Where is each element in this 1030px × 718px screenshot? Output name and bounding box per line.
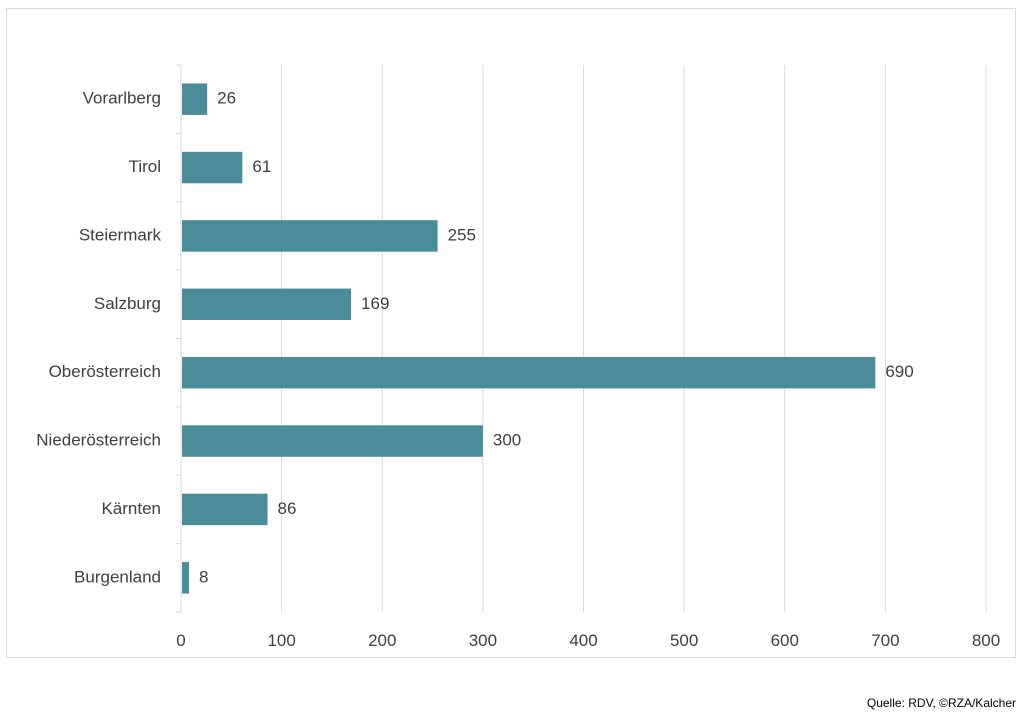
chart-frame xyxy=(6,8,1016,658)
category-label-Steiermark: Steiermark xyxy=(79,225,162,244)
data-label-Vorarlberg: 26 xyxy=(217,89,236,108)
x-tick-label-800: 800 xyxy=(972,631,1000,650)
bar-Kärnten xyxy=(182,493,268,526)
data-label-Burgenland: 8 xyxy=(199,567,208,586)
x-tick-label-200: 200 xyxy=(368,631,396,650)
data-label-Tirol: 61 xyxy=(252,157,271,176)
data-label-Oberösterreich: 690 xyxy=(885,362,913,381)
data-label-Kärnten: 86 xyxy=(278,499,297,518)
bar-Steiermark xyxy=(182,220,438,252)
category-label-Oberösterreich: Oberösterreich xyxy=(49,362,161,381)
x-tick-label-600: 600 xyxy=(771,631,799,650)
data-label-Salzburg: 169 xyxy=(361,294,389,313)
x-tick-label-300: 300 xyxy=(469,631,497,650)
source-note: Quelle: RDV, ©RZA/Kalcher xyxy=(866,696,1016,710)
bar-Tirol xyxy=(182,151,243,184)
bar-Niederösterreich xyxy=(182,425,483,457)
bar-Burgenland xyxy=(182,562,190,594)
data-label-Niederösterreich: 300 xyxy=(493,431,521,450)
category-label-Vorarlberg: Vorarlberg xyxy=(83,89,161,108)
x-tick-label-700: 700 xyxy=(871,631,899,650)
category-label-Niederösterreich: Niederösterreich xyxy=(36,431,161,450)
category-label-Kärnten: Kärnten xyxy=(101,499,161,518)
category-label-Burgenland: Burgenland xyxy=(74,567,161,586)
bar-Oberösterreich xyxy=(182,356,876,389)
category-label-Salzburg: Salzburg xyxy=(94,294,161,313)
x-tick-label-0: 0 xyxy=(176,631,185,650)
bar-Salzburg xyxy=(182,288,352,321)
x-tick-label-100: 100 xyxy=(267,631,295,650)
category-label-Tirol: Tirol xyxy=(129,157,161,176)
x-tick-label-500: 500 xyxy=(670,631,698,650)
data-label-Steiermark: 255 xyxy=(448,225,476,244)
bar-Vorarlberg xyxy=(182,83,208,115)
x-tick-label-400: 400 xyxy=(569,631,597,650)
